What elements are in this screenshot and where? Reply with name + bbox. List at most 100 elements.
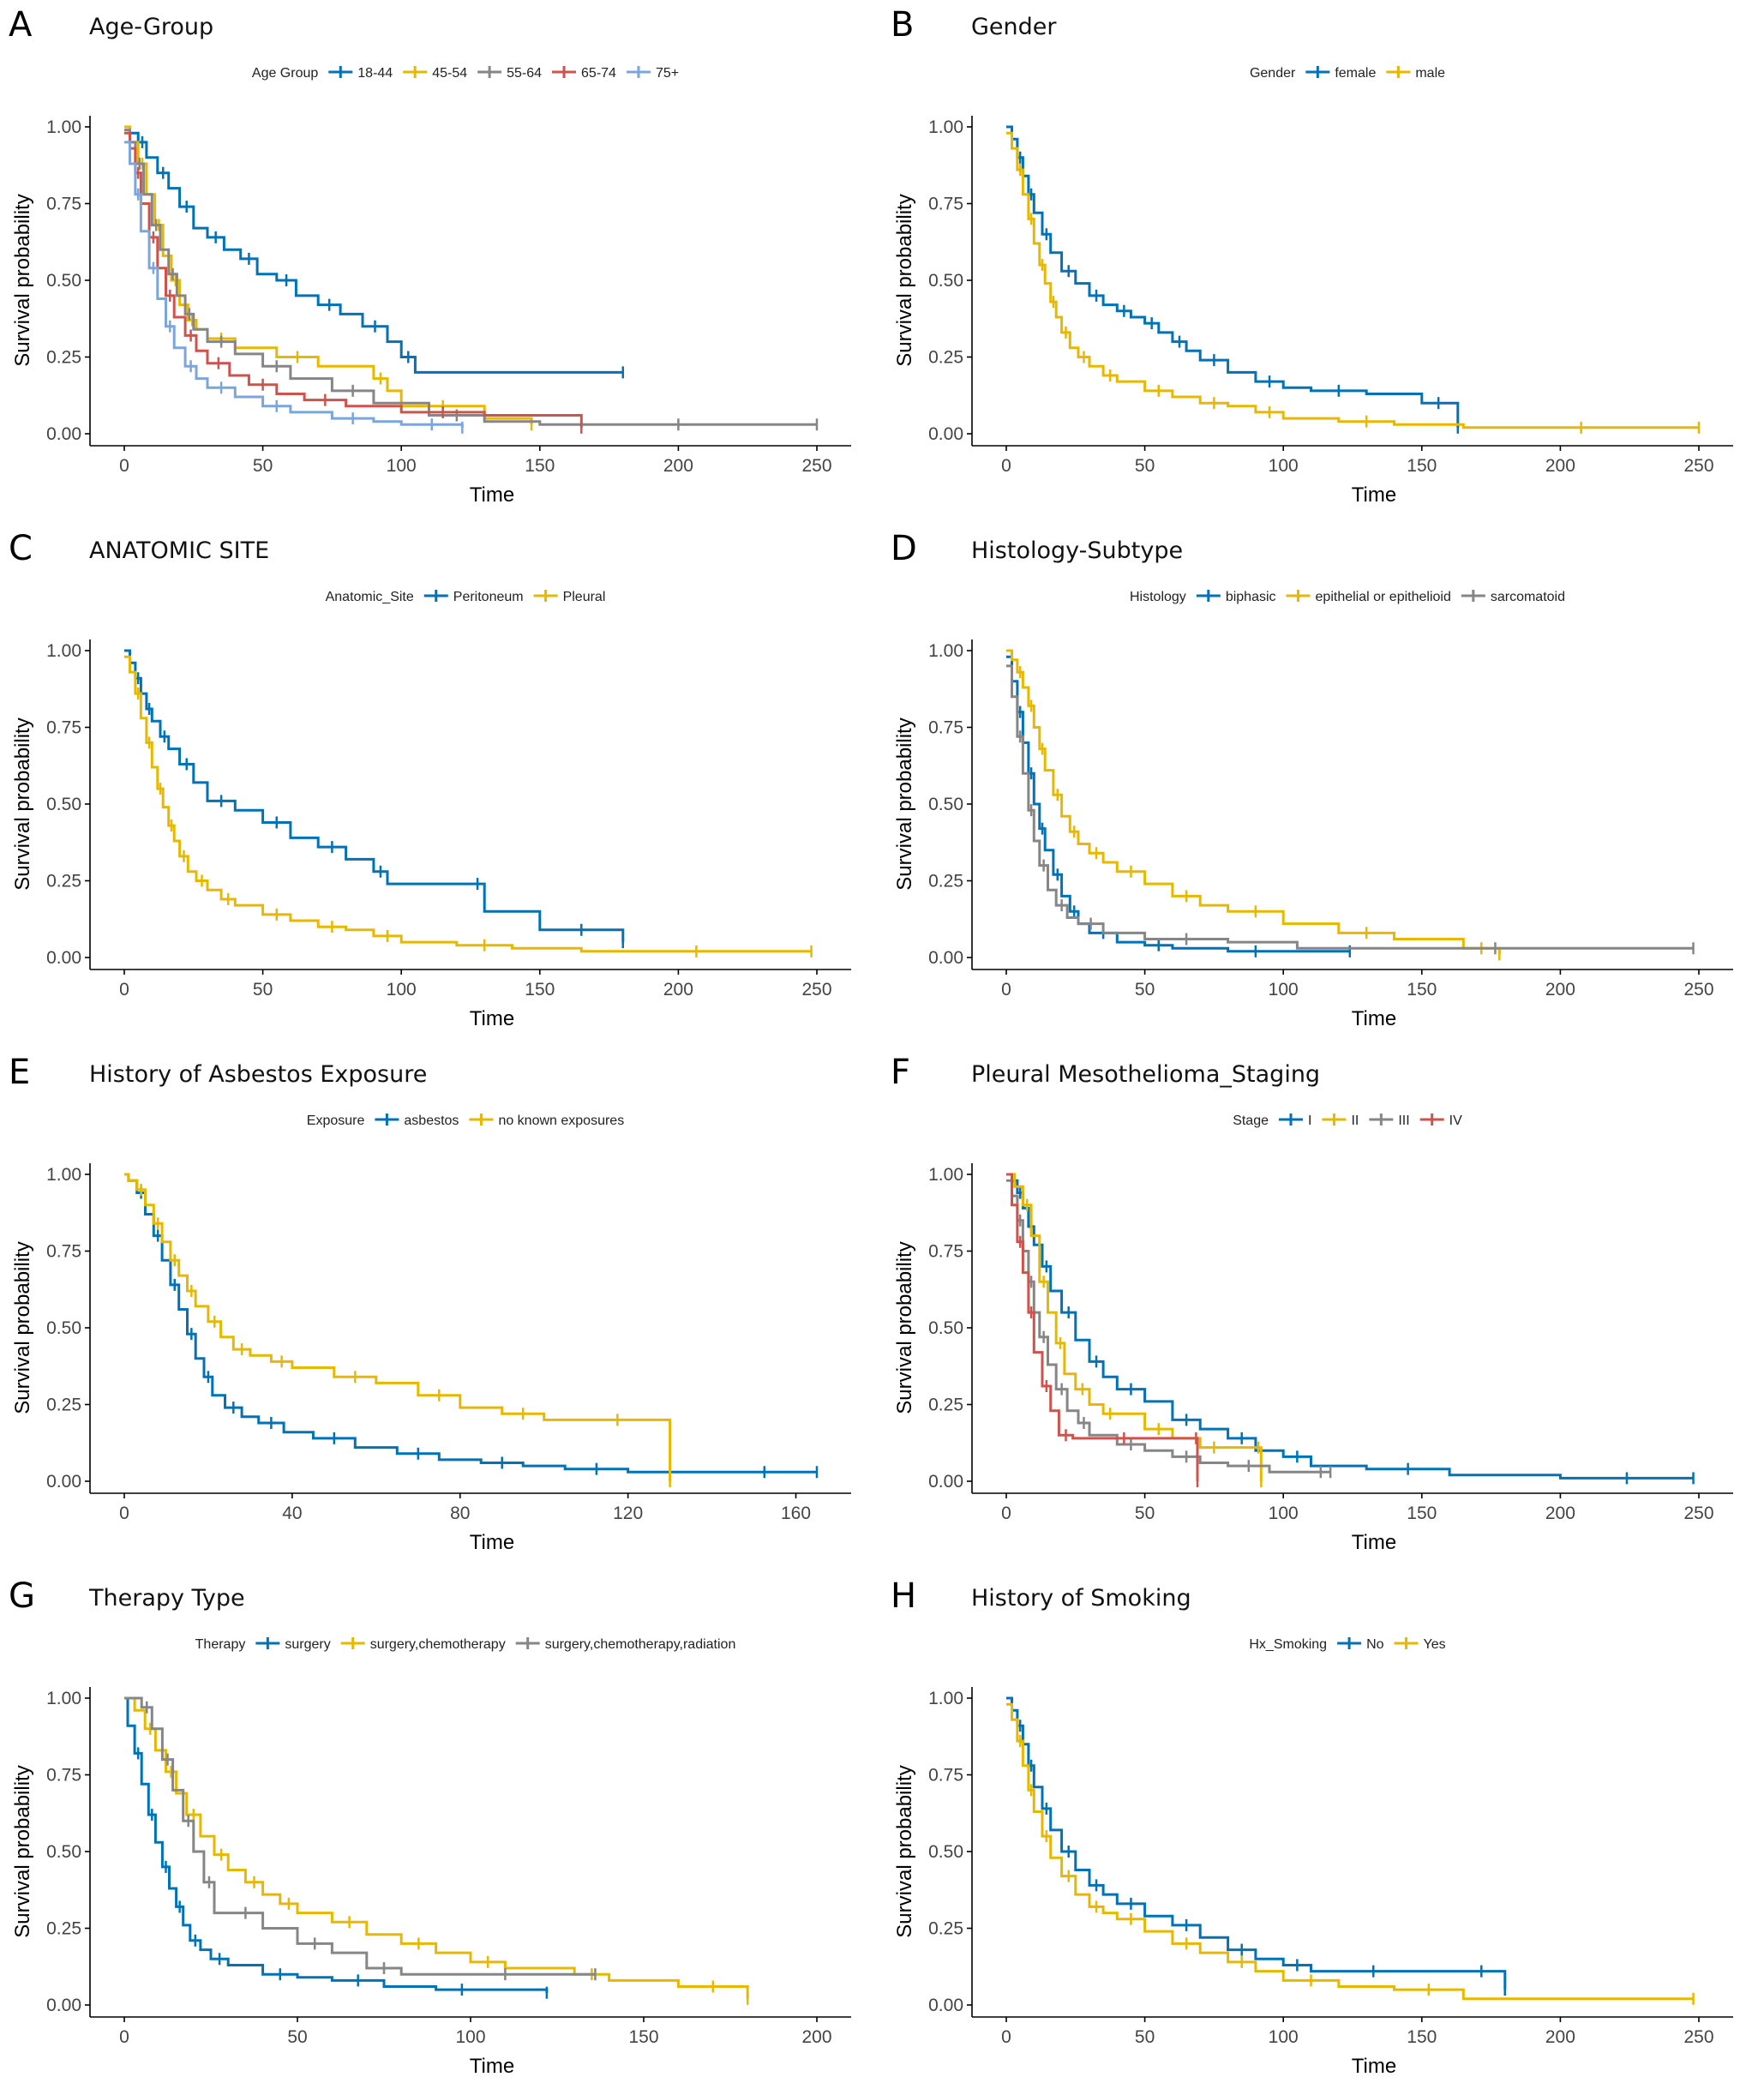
- km-curve: [124, 1696, 549, 1993]
- legend-entry: surgery: [285, 1637, 330, 1652]
- y-tick-label: 0.50: [928, 271, 963, 291]
- x-tick-label: 200: [663, 456, 693, 476]
- y-tick-label: 1.00: [928, 1165, 963, 1185]
- y-tick-label: 0.75: [928, 195, 963, 214]
- x-axis-label: Time: [470, 1531, 514, 1554]
- legend-entry: 75+: [656, 66, 679, 81]
- y-tick-label: 0.00: [928, 948, 963, 968]
- legend-title: Hx_Smoking: [1249, 1637, 1327, 1652]
- legend-entry: 45-54: [432, 66, 467, 81]
- y-tick-label: 0.25: [928, 348, 963, 368]
- y-tick-label: 0.50: [46, 1842, 81, 1862]
- km-curve: [1006, 649, 1501, 955]
- y-tick-label: 0.50: [46, 271, 81, 291]
- legend-entry: epithelial or epithelioid: [1316, 590, 1451, 604]
- legend-entry: 55-64: [507, 66, 542, 81]
- x-tick-label: 200: [663, 980, 693, 999]
- y-tick-label: 1.00: [928, 117, 963, 137]
- y-tick-label: 1.00: [928, 641, 963, 661]
- x-tick-label: 100: [387, 980, 417, 999]
- legend-entry: 65-74: [581, 66, 616, 81]
- panel-letter: F: [891, 1053, 910, 1092]
- panel-f: F Pleural Mesothelioma_Staging Stage I II III…: [882, 1048, 1764, 1571]
- y-tick-label: 0.50: [928, 1842, 963, 1862]
- x-tick-label: 250: [1683, 456, 1713, 476]
- legend-title: Age Group: [252, 66, 318, 81]
- panel-letter: E: [9, 1053, 30, 1092]
- x-tick-label: 200: [1545, 1504, 1575, 1523]
- y-axis-label: Survival probability: [11, 194, 34, 366]
- km-curve: [124, 655, 812, 953]
- y-tick-label: 0.50: [46, 1318, 81, 1338]
- y-tick-label: 0.00: [928, 1472, 963, 1492]
- km-curve: [1006, 1702, 1694, 2001]
- x-tick-label: 0: [119, 1504, 129, 1523]
- x-tick-label: 150: [525, 456, 555, 476]
- km-curve: [1006, 125, 1460, 428]
- y-axis-label: Survival probability: [11, 1765, 34, 1937]
- x-tick-label: 250: [1683, 980, 1713, 999]
- km-curve: [1006, 1173, 1694, 1480]
- panel-letter: G: [9, 1576, 35, 1616]
- y-axis-label: Survival probability: [11, 717, 34, 890]
- x-tick-label: 100: [1269, 980, 1299, 999]
- x-tick-label: 0: [1001, 2027, 1011, 2047]
- legend-entry: female: [1335, 66, 1376, 81]
- y-tick-label: 0.75: [928, 1242, 963, 1262]
- y-axis-label: Survival probability: [893, 717, 916, 890]
- x-tick-label: 0: [119, 456, 129, 476]
- x-tick-label: 250: [1683, 1504, 1713, 1523]
- km-curve: [1006, 1696, 1507, 1990]
- y-tick-label: 0.75: [46, 1242, 81, 1262]
- x-tick-label: 250: [801, 456, 831, 476]
- km-curve: [124, 129, 817, 426]
- legend-entry: No: [1366, 1637, 1384, 1652]
- x-tick-label: 100: [1269, 1504, 1299, 1523]
- km-curve: [124, 1696, 596, 1976]
- panel-a: A Age-Group Age Group 18-44 45-54 55-64 65-74 7…: [0, 0, 882, 524]
- legend-entry: sarcomatoid: [1491, 590, 1565, 604]
- legend-entry: III: [1398, 1114, 1409, 1128]
- x-tick-label: 50: [253, 456, 273, 476]
- x-tick-label: 100: [455, 2027, 485, 2047]
- y-tick-label: 0.75: [46, 1766, 81, 1786]
- panel-letter: B: [891, 5, 914, 45]
- km-curve: [1006, 1173, 1199, 1481]
- legend-entry: asbestos: [404, 1114, 459, 1128]
- x-tick-label: 80: [450, 1504, 470, 1523]
- chart-title: ANATOMIC SITE: [89, 537, 269, 564]
- x-tick-label: 100: [1269, 2027, 1299, 2047]
- x-axis-label: Time: [1352, 1007, 1396, 1030]
- panel-h: H History of Smoking Hx_Smoking No Yes 0.00 0.…: [882, 1571, 1764, 2095]
- x-axis-label: Time: [470, 2055, 514, 2078]
- y-tick-label: 0.25: [928, 872, 963, 891]
- panel-letter: C: [9, 529, 33, 568]
- x-axis-label: Time: [470, 483, 514, 507]
- x-tick-label: 250: [801, 980, 831, 999]
- panel-letter: H: [891, 1576, 916, 1616]
- x-axis-label: Time: [470, 1007, 514, 1030]
- legend-entry: male: [1415, 66, 1445, 81]
- x-tick-label: 40: [282, 1504, 302, 1523]
- y-tick-label: 0.00: [46, 424, 81, 444]
- km-curve: [124, 649, 625, 943]
- y-axis-label: Survival probability: [893, 1765, 916, 1937]
- x-tick-label: 150: [1407, 980, 1437, 999]
- chart-title: Histology-Subtype: [971, 537, 1183, 564]
- y-tick-label: 0.00: [46, 948, 81, 968]
- y-tick-label: 0.25: [928, 1919, 963, 1939]
- legend-entry: surgery,chemotherapy,radiation: [545, 1637, 736, 1652]
- x-tick-label: 150: [525, 980, 555, 999]
- x-tick-label: 200: [1545, 456, 1575, 476]
- km-curve: [124, 1173, 817, 1474]
- panel-g: G Therapy Type Therapy surgery surgery,chemo…: [0, 1571, 882, 2095]
- km-curve: [124, 1173, 672, 1481]
- legend-title: Stage: [1233, 1114, 1269, 1128]
- y-tick-label: 1.00: [46, 1689, 81, 1708]
- panel-letter: D: [891, 529, 917, 568]
- y-tick-label: 0.75: [46, 718, 81, 738]
- x-tick-label: 150: [1407, 2027, 1437, 2047]
- y-axis-label: Survival probability: [893, 194, 916, 366]
- legend-title: Exposure: [307, 1114, 365, 1128]
- panel-d: D Histology-Subtype Histology biphasic epith…: [882, 524, 1764, 1048]
